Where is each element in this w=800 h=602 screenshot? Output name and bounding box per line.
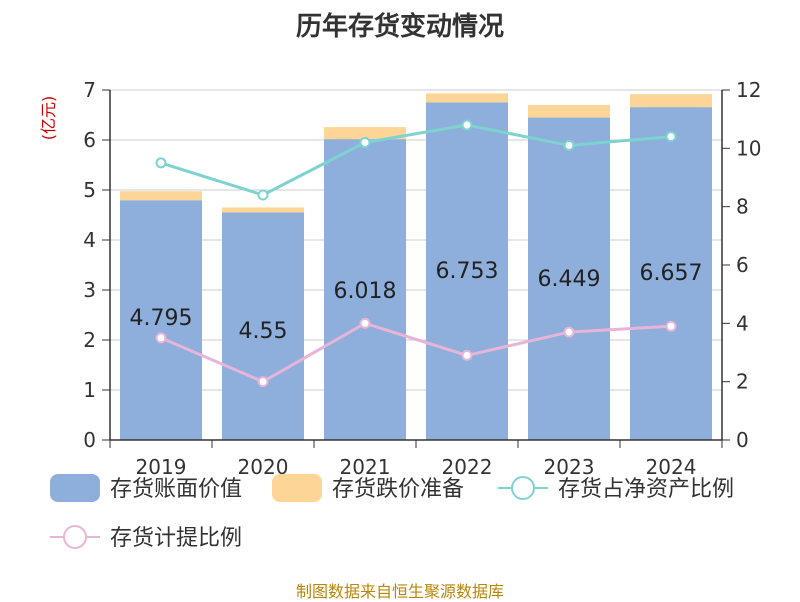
y2-axis-tick-label: 0 (736, 428, 749, 452)
legend-label: 存货占净资产比例 (558, 477, 734, 502)
bar-book-value (528, 117, 610, 441)
legend-label: 存货跌价准备 (332, 477, 464, 502)
y-axis-tick-label: 7 (83, 78, 96, 102)
bars (120, 93, 712, 441)
x-axis-tick-label: 2021 (340, 455, 391, 479)
y-axis-tick-label: 6 (83, 128, 96, 152)
y-axis-tick-label: 3 (83, 278, 96, 302)
legend-label: 存货账面价值 (110, 477, 242, 502)
y2-axis-tick-label: 8 (736, 195, 749, 219)
bar-value-label: 6.018 (334, 279, 397, 304)
bar-value-label: 4.795 (130, 306, 193, 331)
bar-value-label: 4.55 (239, 319, 288, 344)
point-provision-ratio (155, 332, 167, 344)
y-axis-tick-label: 5 (83, 178, 96, 202)
bar-impairment (120, 191, 202, 201)
x-axis-tick-label: 2019 (136, 455, 187, 479)
point-net-asset-ratio (155, 157, 167, 169)
point-net-asset-ratio (563, 139, 575, 151)
y2-axis-tick-label: 6 (736, 253, 749, 277)
legend-swatch-marker (63, 525, 87, 549)
bar-value-label: 6.753 (436, 259, 499, 284)
bar-impairment (426, 93, 508, 103)
bar-book-value (120, 200, 202, 440)
point-provision-ratio (359, 317, 371, 329)
line-provision-ratio (160, 321, 672, 384)
y2-axis-tick-label: 2 (736, 370, 749, 394)
y2-axis-tick-label: 4 (736, 311, 749, 335)
x-axis-tick-label: 2024 (646, 455, 697, 479)
y2-axis-unit-label: % (796, 84, 800, 99)
bar-book-value (426, 102, 508, 440)
y-axis-tick-label: 1 (83, 378, 96, 402)
point-net-asset-ratio (665, 131, 677, 143)
point-provision-ratio (257, 376, 269, 388)
x-axis-tick-label: 2022 (442, 455, 493, 479)
line-net-asset-ratio (160, 123, 672, 197)
bar-book-value (222, 212, 304, 440)
x-axis-tick-label: 2023 (544, 455, 595, 479)
legend-swatch-marker (511, 476, 535, 500)
y-axis-tick-label: 4 (83, 228, 96, 252)
legend-label: 存货计提比例 (110, 526, 242, 551)
point-provision-ratio (563, 326, 575, 338)
series-lines (155, 119, 677, 388)
y-axis-tick-label: 0 (83, 428, 96, 452)
legend-swatch (272, 474, 322, 502)
point-provision-ratio (665, 320, 677, 332)
bar-impairment (528, 105, 610, 118)
source-footer: 制图数据来自恒生聚源数据库 (295, 582, 504, 601)
y2-axis-tick-label: 10 (736, 136, 761, 160)
point-provision-ratio (461, 349, 473, 361)
y-axis-tick-label: 2 (83, 328, 96, 352)
bar-impairment (324, 127, 406, 140)
bar-value-label: 6.657 (640, 261, 703, 286)
bar-book-value (324, 139, 406, 440)
chart-title: 历年存货变动情况 (295, 12, 504, 42)
point-net-asset-ratio (359, 137, 371, 148)
y2-axis-tick-label: 12 (736, 78, 761, 102)
point-net-asset-ratio (257, 189, 269, 201)
bar-value-labels: 4.795 4.55 6.018 6.753 6.449 6.657 (130, 259, 703, 344)
bar-impairment (630, 94, 712, 108)
bar-book-value (630, 107, 712, 441)
y-axis-unit-label: (亿元) (39, 96, 58, 141)
legend-swatch (50, 474, 100, 502)
bar-impairment (222, 207, 304, 213)
bar-value-label: 6.449 (538, 267, 601, 292)
point-net-asset-ratio (461, 119, 473, 131)
